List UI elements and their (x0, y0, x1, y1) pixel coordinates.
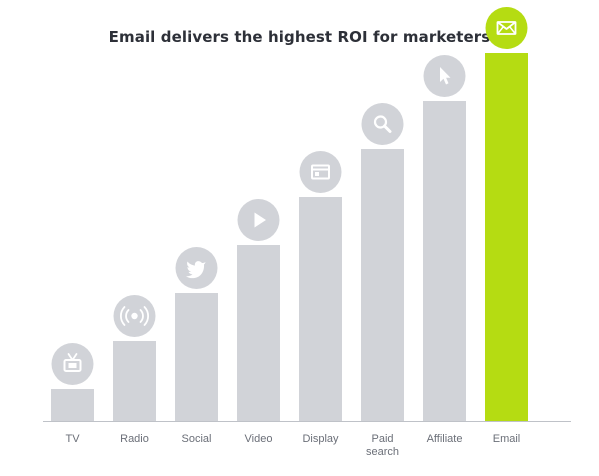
tick-label-display: Display (302, 433, 339, 445)
bars-group (51, 53, 528, 421)
tick-label-email: Email (493, 433, 521, 445)
bar-social (175, 293, 218, 421)
radio-broadcast-icon (113, 295, 156, 337)
envelope-icon (485, 7, 528, 49)
tick-labels-group: TV Radio Social Video Display Paid search Affil… (65, 433, 520, 458)
bar-display (299, 197, 342, 421)
bar-video (237, 245, 280, 421)
icons-group (51, 7, 528, 385)
bar-affiliate (423, 101, 466, 421)
search-icon (361, 103, 404, 145)
tick-label-affiliate: Affiliate (427, 433, 463, 445)
chart-title: Email delivers the highest ROI for marke… (108, 28, 491, 46)
tick-label-video: Video (245, 433, 273, 445)
play-icon (237, 199, 280, 241)
bar-radio (113, 341, 156, 421)
tv-icon (51, 343, 94, 385)
twitter-bird-icon (175, 247, 218, 289)
bar-tv (51, 389, 94, 421)
display-window-icon (299, 151, 342, 193)
tick-label-tv: TV (65, 433, 80, 445)
cursor-pointer-icon (423, 55, 466, 97)
bar-email (485, 53, 528, 421)
tick-label-paid-search: Paid search (366, 433, 399, 458)
tick-label-radio: Radio (120, 433, 149, 445)
tick-label-social: Social (182, 433, 212, 445)
bar-paid-search (361, 149, 404, 421)
